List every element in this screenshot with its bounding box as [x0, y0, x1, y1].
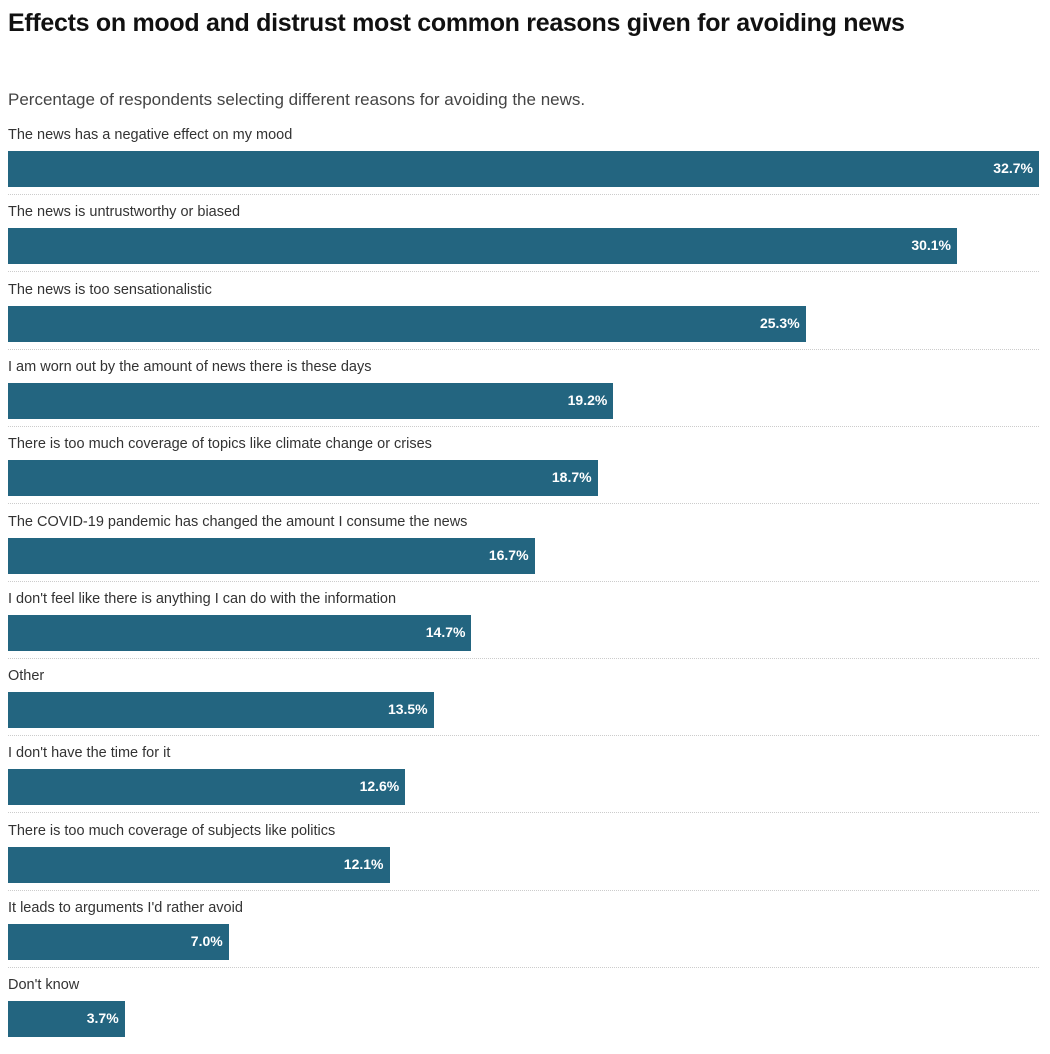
- bar: 3.7%: [8, 1001, 125, 1038]
- category-label: I don't feel like there is anything I ca…: [8, 590, 397, 607]
- data-label: 30.1%: [911, 237, 952, 254]
- row-divider: [8, 503, 1039, 505]
- category-label: Other: [8, 668, 45, 685]
- category-label: I don't have the time for it: [8, 745, 171, 762]
- chart-title: Effects on mood and distrust most common…: [8, 9, 905, 37]
- bar: 25.3%: [8, 305, 806, 342]
- row-divider: [8, 889, 1039, 891]
- data-label: 25.3%: [759, 314, 800, 331]
- bar-row: It leads to arguments I'd rather avoid 7.…: [8, 900, 1039, 977]
- category-label: There is too much coverage of subjects l…: [8, 822, 336, 839]
- chart-subtitle: Percentage of respondents selecting diff…: [8, 90, 586, 109]
- bar: 18.7%: [8, 460, 598, 497]
- bar: 14.7%: [8, 614, 472, 651]
- data-label: 16.7%: [488, 546, 529, 563]
- bar: 32.7%: [8, 151, 1039, 187]
- data-label: 19.2%: [567, 391, 608, 408]
- bar-row: Other 13.5%: [8, 668, 1039, 745]
- data-label: 12.1%: [343, 855, 384, 872]
- bar-row: I don't feel like there is anything I ca…: [8, 591, 1039, 668]
- category-label: The COVID-19 pandemic has changed the am…: [8, 513, 468, 530]
- bar: 12.1%: [8, 846, 390, 883]
- category-label: The news is untrustworthy or biased: [8, 204, 241, 221]
- row-divider: [8, 348, 1039, 350]
- data-label: 12.6%: [359, 778, 400, 795]
- row-divider: [8, 425, 1039, 427]
- data-label: 18.7%: [551, 469, 592, 486]
- bar: 19.2%: [8, 382, 614, 419]
- row-divider: [8, 580, 1039, 582]
- row-divider: [8, 271, 1039, 273]
- category-label: Don't know: [8, 977, 80, 994]
- bar-row: There is too much coverage of topics lik…: [8, 436, 1039, 513]
- category-label: There is too much coverage of topics lik…: [8, 436, 432, 453]
- bar-row: The COVID-19 pandemic has changed the am…: [8, 514, 1039, 591]
- data-label: 32.7%: [993, 160, 1033, 176]
- bar: 16.7%: [8, 537, 535, 574]
- row-divider: [8, 657, 1039, 659]
- category-label: It leads to arguments I'd rather avoid: [8, 900, 243, 916]
- data-label: 7.0%: [190, 933, 223, 949]
- bar-row: I am worn out by the amount of news ther…: [8, 359, 1039, 436]
- bar: 7.0%: [8, 924, 229, 960]
- data-label: 14.7%: [425, 623, 466, 640]
- bar-row: Don't know 3.7%: [8, 977, 1039, 1054]
- bar-row: The news is untrustworthy or biased 30.1%: [8, 204, 1039, 281]
- row-divider: [8, 194, 1039, 195]
- category-label: The news is too sensationalistic: [8, 281, 212, 298]
- bar: 13.5%: [8, 692, 434, 729]
- bar-row: The news is too sensationalistic 25.3%: [8, 282, 1039, 359]
- bar-row: I don't have the time for it 12.6%: [8, 745, 1039, 822]
- bar-row: There is too much coverage of subjects l…: [8, 823, 1039, 900]
- row-divider: [8, 967, 1039, 968]
- row-divider: [8, 735, 1039, 737]
- data-label: 3.7%: [86, 1010, 119, 1027]
- data-label: 13.5%: [387, 701, 428, 718]
- row-divider: [8, 812, 1039, 814]
- bar: 30.1%: [8, 228, 958, 265]
- bar-row: The news has a negative effect on my moo…: [8, 127, 1039, 204]
- bar: 12.6%: [8, 769, 406, 806]
- category-label: I am worn out by the amount of news ther…: [8, 358, 372, 375]
- category-label: The news has a negative effect on my moo…: [8, 127, 293, 143]
